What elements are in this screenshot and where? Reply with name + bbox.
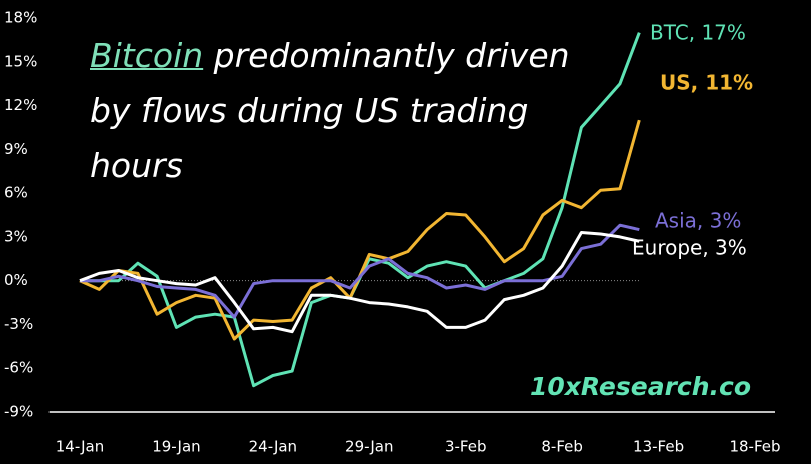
title-text: predominantly driven by flows during US … bbox=[90, 36, 570, 185]
y-tick-label: 12% bbox=[4, 96, 37, 114]
y-tick-label: 9% bbox=[4, 140, 28, 158]
y-tick-label: 15% bbox=[4, 52, 37, 70]
y-tick-label: -6% bbox=[4, 359, 33, 377]
x-tick-label: 19-Jan bbox=[152, 438, 200, 456]
series-label: US, 11% bbox=[660, 71, 753, 95]
y-tick-label: -3% bbox=[4, 315, 33, 333]
series-label: Asia, 3% bbox=[655, 209, 741, 233]
x-tick-label: 14-Jan bbox=[56, 438, 104, 456]
x-tick-label: 13-Feb bbox=[633, 438, 684, 456]
y-tick-label: 18% bbox=[4, 9, 37, 27]
y-tick-label: 0% bbox=[4, 271, 28, 289]
y-tick-label: -9% bbox=[4, 403, 33, 421]
x-tick-label: 8-Feb bbox=[541, 438, 583, 456]
y-tick-label: 6% bbox=[4, 184, 28, 202]
y-tick-label: 3% bbox=[4, 227, 28, 245]
series-line bbox=[80, 223, 640, 319]
series-label: Europe, 3% bbox=[632, 236, 747, 260]
x-tick-label: 24-Jan bbox=[249, 438, 297, 456]
series-label: BTC, 17% bbox=[650, 21, 746, 45]
x-tick-label: 29-Jan bbox=[345, 438, 393, 456]
title-highlight: Bitcoin bbox=[90, 36, 204, 75]
watermark: 10xResearch.co bbox=[530, 372, 752, 401]
series-line bbox=[79, 231, 640, 334]
chart-title: Bitcoin predominantly driven by flows du… bbox=[90, 28, 610, 193]
x-tick-label: 18-Feb bbox=[729, 438, 780, 456]
x-tick-label: 3-Feb bbox=[445, 438, 487, 456]
